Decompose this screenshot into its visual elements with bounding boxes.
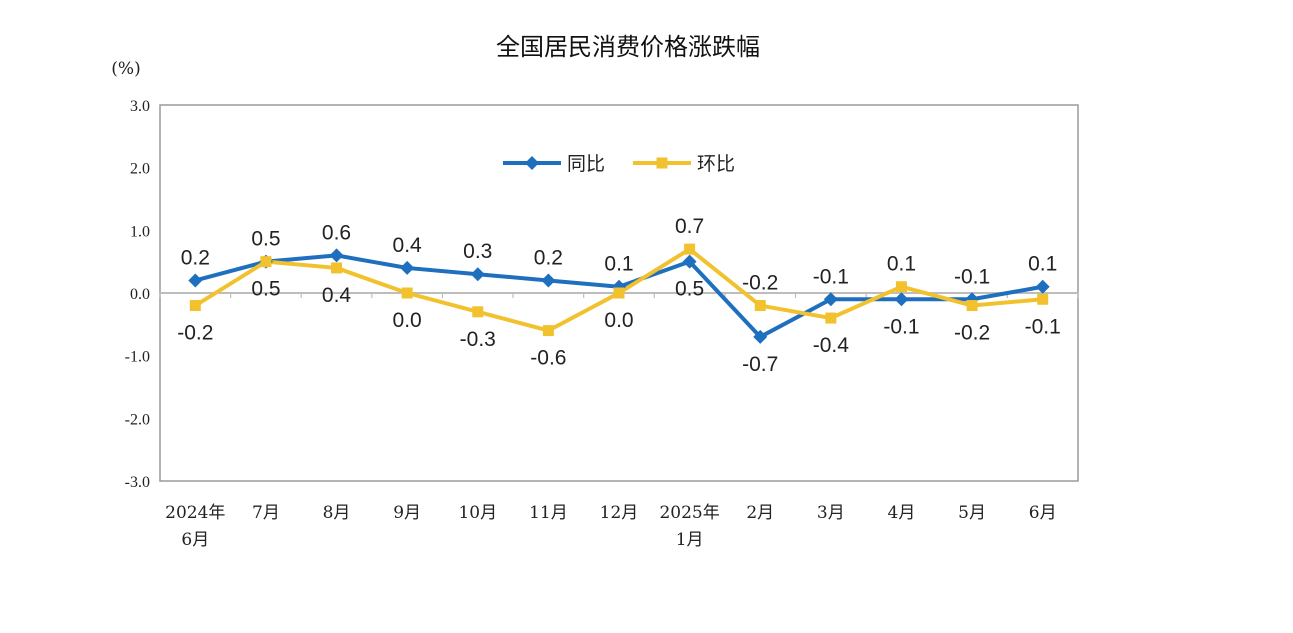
yoy-data-label: 0.4 <box>393 234 423 257</box>
yoy-data-label: 0.2 <box>181 246 210 269</box>
y-tick-label: -2.0 <box>125 411 150 428</box>
yoy-data-label: 0.3 <box>463 240 492 263</box>
yoy-data-label: 0.2 <box>534 246 563 269</box>
mom-point <box>401 287 413 299</box>
yoy-point <box>682 254 697 269</box>
mom-point <box>966 300 978 312</box>
x-tick-label: 2025年 <box>659 503 719 523</box>
yoy-data-label: 0.1 <box>1028 253 1057 276</box>
mom-data-label: -0.2 <box>742 272 778 295</box>
mom-point <box>684 243 696 255</box>
yoy-data-label: -0.7 <box>742 353 778 376</box>
mom-data-label: 0.0 <box>604 309 633 332</box>
x-tick-label: 7月 <box>252 503 280 523</box>
mom-data-label: -0.3 <box>460 328 496 351</box>
x-tick-label: 6月 <box>181 530 209 550</box>
yoy-data-label: 0.5 <box>251 228 280 251</box>
yoy-point <box>1035 279 1050 294</box>
yoy-data-label: 0.6 <box>322 221 351 244</box>
legend-label: 同比 <box>567 153 605 175</box>
mom-point <box>895 281 907 293</box>
mom-point <box>260 256 272 268</box>
y-tick-label: 2.0 <box>130 161 150 178</box>
yoy-point <box>400 260 415 275</box>
y-tick-label: 3.0 <box>130 98 150 115</box>
mom-data-label: -0.2 <box>177 322 213 345</box>
mom-point <box>754 300 766 312</box>
legend-marker <box>656 157 668 169</box>
yoy-data-label: -0.1 <box>883 315 919 338</box>
yoy-point <box>470 267 485 282</box>
x-tick-label: 9月 <box>393 503 421 523</box>
legend-marker <box>525 156 539 170</box>
yoy-data-label: -0.1 <box>813 265 849 288</box>
mom-point <box>331 262 343 274</box>
mom-data-label: 0.0 <box>393 309 422 332</box>
mom-data-label: 0.1 <box>887 253 916 276</box>
yoy-point <box>541 273 556 288</box>
x-tick-label: 12月 <box>600 503 639 523</box>
y-tick-label: -3.0 <box>125 474 150 491</box>
mom-point <box>825 312 837 324</box>
mom-data-label: -0.2 <box>954 322 990 345</box>
x-tick-label: 1月 <box>676 530 704 550</box>
x-tick-label: 5月 <box>958 503 986 523</box>
yoy-point <box>329 248 344 263</box>
mom-data-label: 0.7 <box>675 215 704 238</box>
y-unit-label: (%) <box>111 59 140 79</box>
mom-data-label: 0.5 <box>251 278 280 301</box>
y-tick-label: 1.0 <box>130 223 150 240</box>
x-tick-label: 4月 <box>888 503 916 523</box>
mom-data-label: 0.4 <box>322 284 352 307</box>
y-tick-label: -1.0 <box>125 349 150 366</box>
mom-point <box>189 300 201 312</box>
yoy-point <box>188 273 203 288</box>
x-tick-label: 2月 <box>746 503 774 523</box>
yoy-point <box>823 292 838 307</box>
x-tick-label: 10月 <box>458 503 497 523</box>
x-tick-label: 11月 <box>529 503 568 523</box>
x-tick-label: 8月 <box>323 503 351 523</box>
x-tick-label: 2024年 <box>165 503 225 523</box>
yoy-data-label: 0.5 <box>675 278 704 301</box>
legend-label: 环比 <box>697 153 735 175</box>
legend: 同比 环比 <box>503 153 735 175</box>
yoy-data-label: -0.1 <box>954 265 990 288</box>
y-tick-label: 0.0 <box>130 286 150 303</box>
mom-data-label: -0.6 <box>530 347 566 370</box>
mom-point <box>613 287 625 299</box>
x-tick-label: 3月 <box>817 503 845 523</box>
mom-data-label: -0.1 <box>1025 315 1061 338</box>
mom-point <box>472 306 484 318</box>
chart-title: 全国居民消费价格涨跌幅 <box>496 33 760 61</box>
x-tick-label: 6月 <box>1029 503 1057 523</box>
yoy-data-label: 0.1 <box>604 253 633 276</box>
yoy-point <box>753 329 768 344</box>
mom-data-label: -0.4 <box>813 334 850 357</box>
mom-point <box>1037 293 1049 305</box>
yoy-point <box>894 292 909 307</box>
mom-point <box>542 325 554 337</box>
